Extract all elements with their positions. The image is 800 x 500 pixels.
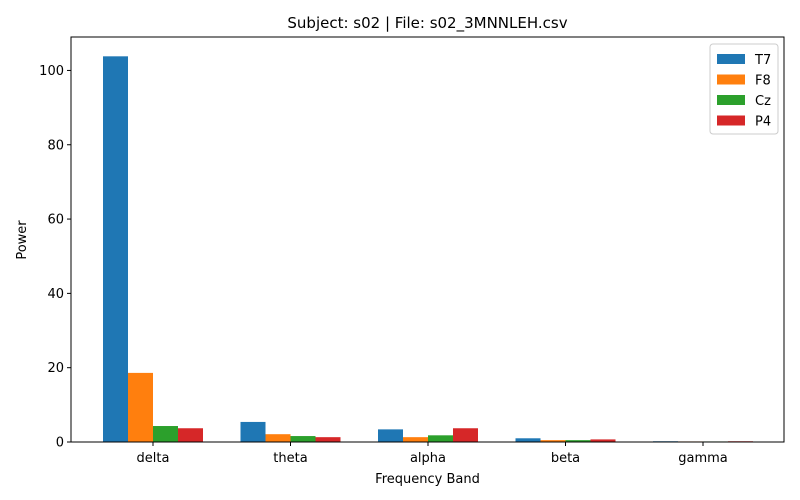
- legend-label-cz: Cz: [755, 94, 771, 109]
- legend-label-t7: T7: [754, 53, 771, 68]
- legend: T7 F8 Cz P4: [709, 43, 779, 135]
- y-tick-label: 60: [47, 213, 64, 228]
- y-axis-label: Power: [15, 220, 30, 260]
- y-tick-label: 0: [56, 436, 64, 451]
- y-tick-label: 20: [47, 361, 64, 376]
- bar-f8-beta: [540, 440, 566, 442]
- legend-box: [709, 43, 779, 135]
- chart-title: Subject: s02 | File: s02_3MNNLEH.csv: [287, 14, 567, 33]
- bar-t7-beta: [515, 438, 541, 442]
- bar-p4-delta: [178, 428, 203, 442]
- y-tick-label: 100: [39, 64, 64, 79]
- bar-p4-beta: [590, 439, 616, 442]
- legend-label-f8: F8: [755, 74, 771, 89]
- x-tick-label-theta: theta: [273, 451, 307, 466]
- bar-cz-beta: [565, 440, 591, 442]
- x-tick-label-gamma: gamma: [678, 451, 728, 466]
- y-tick-label: 80: [47, 138, 64, 153]
- legend-swatch-t7: [717, 54, 745, 64]
- bar-p4-alpha: [453, 428, 478, 442]
- bar-f8-alpha: [403, 437, 428, 442]
- bar-p4-theta: [315, 437, 341, 442]
- x-tick-label-delta: delta: [137, 451, 170, 466]
- plot-area: 0 20 40 60 80 100 delta theta alpha beta gamma: [39, 36, 785, 466]
- bar-f8-delta: [128, 372, 153, 442]
- y-tick-label: 40: [47, 287, 64, 302]
- bar-t7-theta: [240, 421, 266, 442]
- legend-label-p4: P4: [755, 115, 771, 130]
- bar-cz-alpha: [428, 435, 453, 442]
- legend-swatch-f8: [717, 74, 745, 85]
- bar-f8-theta: [265, 434, 291, 442]
- bar-cz-delta: [153, 426, 178, 442]
- x-axis-label: Frequency Band: [375, 472, 480, 487]
- bar-t7-delta: [103, 56, 128, 442]
- x-tick-label-beta: beta: [551, 451, 580, 466]
- x-tick-label-alpha: alpha: [410, 451, 446, 466]
- bar-cz-theta: [290, 436, 316, 442]
- legend-swatch-p4: [717, 115, 745, 126]
- bar-t7-alpha: [378, 429, 403, 442]
- legend-swatch-cz: [717, 95, 745, 105]
- axes-frame: [70, 36, 785, 443]
